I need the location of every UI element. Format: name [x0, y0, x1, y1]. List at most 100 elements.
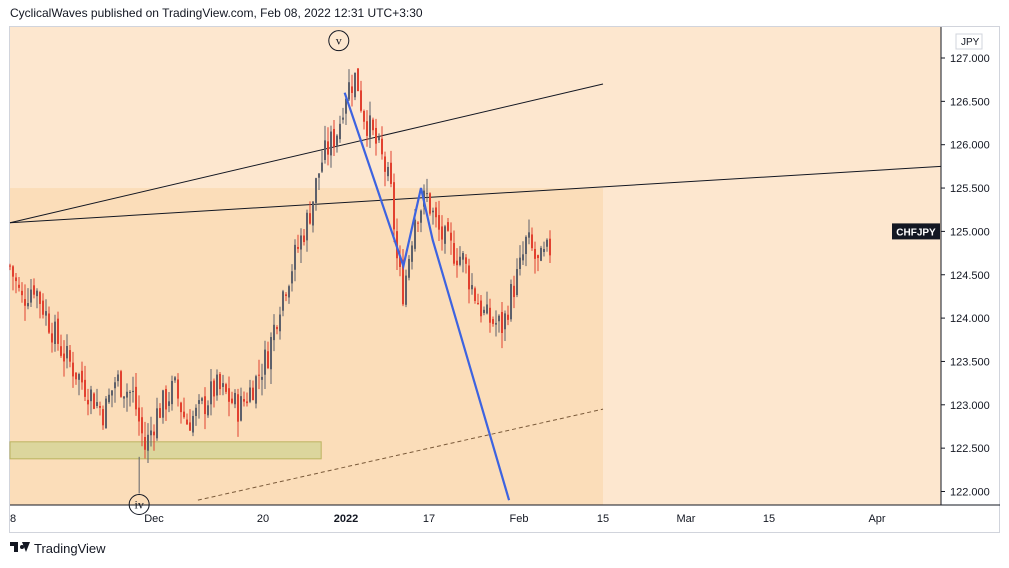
candle-body: [384, 156, 386, 172]
candle-body: [84, 379, 86, 397]
candle-body: [546, 239, 548, 247]
candle-body: [318, 173, 320, 178]
publish-attribution: CyclicalWaves published on TradingView.c…: [10, 6, 423, 20]
candle-body: [117, 374, 119, 382]
candle-body: [81, 370, 83, 383]
highlight-band-top: [10, 27, 603, 189]
candle-body: [336, 135, 338, 146]
candle-body: [162, 390, 164, 418]
candle-body: [477, 302, 479, 305]
candle-body: [375, 127, 377, 144]
candle-body: [120, 371, 122, 397]
price-tick-label: 123.000: [950, 400, 990, 412]
candle-body: [132, 390, 134, 393]
currency-label: JPY: [961, 37, 980, 48]
candle-body: [381, 138, 383, 155]
candle-body: [78, 374, 80, 380]
price-tick-label: 125.000: [950, 226, 990, 238]
date-tick-label: 8: [10, 513, 16, 525]
candle-body: [213, 380, 215, 397]
candle-body: [72, 362, 74, 377]
candle-body: [414, 219, 416, 249]
candle-body: [99, 405, 101, 408]
candle-body: [147, 434, 149, 451]
candle-body: [402, 264, 404, 305]
candle-body: [192, 415, 194, 433]
candle-body: [285, 294, 287, 296]
candle-body: [438, 215, 440, 230]
candle-body: [201, 398, 203, 401]
candle-body: [93, 393, 95, 409]
candle-body: [426, 193, 428, 195]
candle-body: [486, 304, 488, 314]
candle-body: [387, 166, 389, 177]
candle-body: [255, 376, 257, 404]
candle-body: [96, 402, 98, 406]
candle-body: [288, 286, 290, 298]
date-tick-label: Apr: [868, 513, 885, 525]
candle-body: [204, 396, 206, 415]
candle-body: [444, 226, 446, 244]
candle-body: [261, 376, 263, 380]
candle-body: [354, 72, 356, 98]
candle-body: [168, 401, 170, 406]
candle-body: [129, 392, 131, 394]
price-tick-label: 126.000: [950, 140, 990, 152]
candle-body: [372, 119, 374, 131]
candle-body: [324, 140, 326, 160]
date-tick-label: Dec: [144, 513, 164, 525]
candle-body: [522, 254, 524, 261]
candle-body: [408, 258, 410, 278]
candle-body: [276, 326, 278, 330]
footer: TradingView: [10, 541, 106, 556]
brand-name: TradingView: [34, 541, 106, 556]
lower-dashed-trendline: [197, 408, 604, 501]
candle-body: [153, 431, 155, 436]
candle-body: [75, 372, 77, 380]
date-tick-label: 17: [423, 513, 435, 525]
candle-body: [180, 402, 182, 413]
wave-path: [343, 92, 511, 501]
candle-body: [39, 291, 41, 304]
candle-body: [510, 284, 512, 320]
candle-body: [291, 271, 293, 284]
candle-body: [30, 289, 32, 303]
price-tick-label: 126.500: [950, 96, 990, 108]
candle-body: [480, 300, 482, 317]
candle-body: [369, 115, 371, 138]
candle-body: [237, 394, 239, 422]
candle-body: [243, 399, 245, 402]
candle-body: [534, 248, 536, 259]
candle-body: [537, 255, 539, 259]
candle-body: [228, 388, 230, 402]
candle-body: [429, 193, 431, 214]
candle-body: [195, 407, 197, 417]
candle-body: [60, 346, 62, 356]
symbol-badge: [892, 223, 940, 240]
candle-body: [105, 398, 107, 429]
candle-body: [519, 257, 521, 270]
wave-projection-line: [343, 92, 511, 501]
candle-body: [90, 389, 92, 402]
candle-body: [102, 409, 104, 426]
candle-body: [450, 232, 452, 241]
candle-body: [495, 322, 497, 325]
candle-body: [36, 290, 38, 297]
symbol-badge-label: CHFJPY: [896, 227, 936, 238]
candle-body: [327, 141, 329, 155]
upper-trendline: [9, 83, 604, 224]
candle-body: [456, 260, 458, 266]
candle-body: [231, 398, 233, 403]
candle-body: [453, 243, 455, 264]
neckline-trendline: [9, 165, 942, 224]
candle-body: [516, 269, 518, 296]
candle-body: [249, 387, 251, 402]
candle-body: [459, 256, 461, 265]
candle-body: [141, 417, 143, 434]
candle-body: [222, 383, 224, 387]
candle-body: [483, 309, 485, 313]
candle-body: [21, 290, 23, 296]
candle-body: [471, 285, 473, 290]
candle-body: [159, 408, 161, 418]
